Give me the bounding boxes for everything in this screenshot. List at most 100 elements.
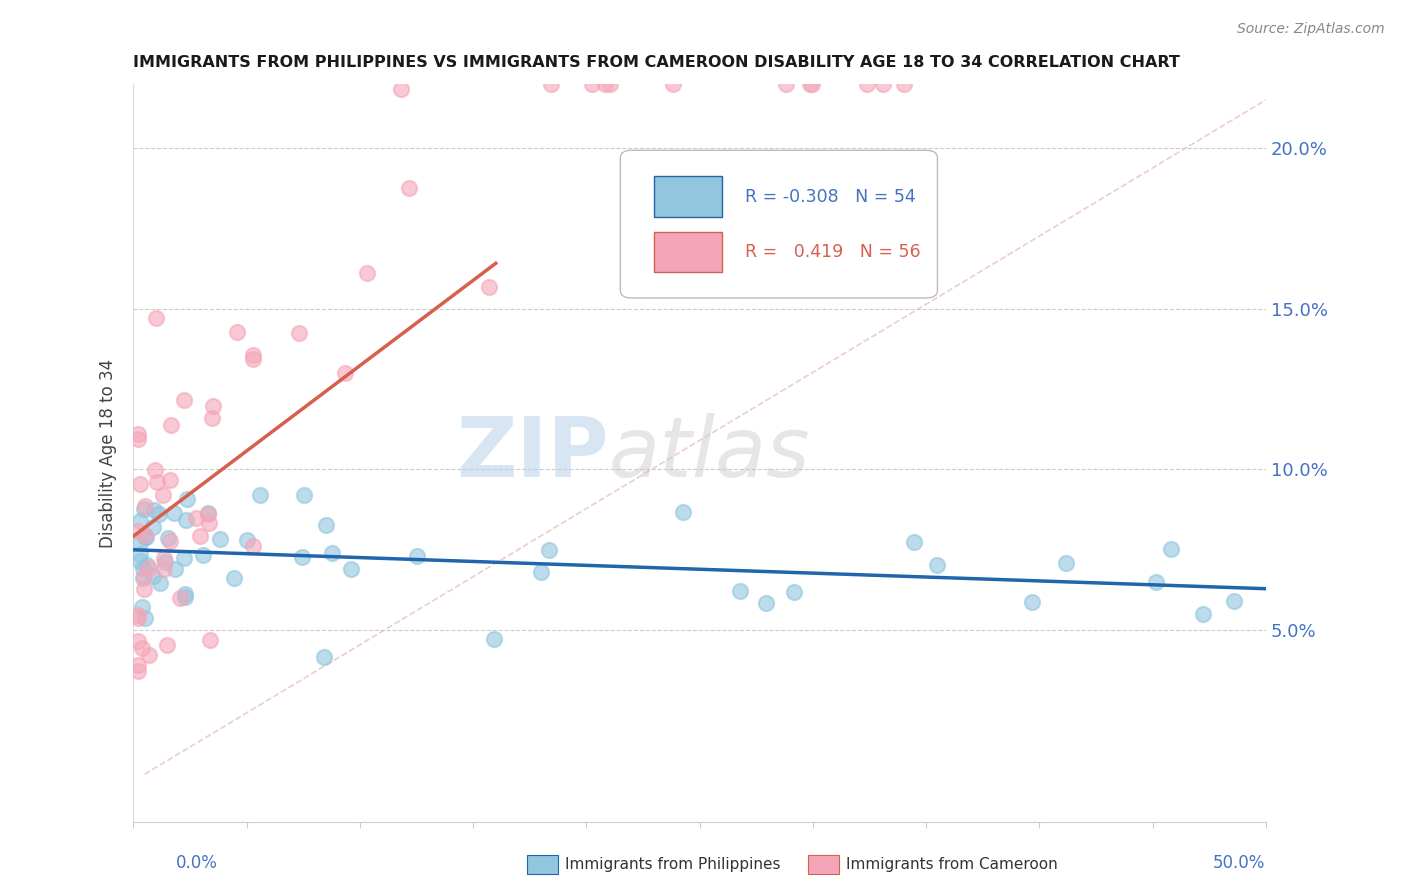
Point bbox=[1160, 541, 1182, 556]
Point bbox=[333, 366, 356, 380]
Point bbox=[530, 566, 553, 580]
Point bbox=[198, 516, 221, 530]
Point bbox=[132, 570, 155, 584]
Point bbox=[201, 411, 224, 425]
Point bbox=[405, 549, 427, 563]
Point bbox=[163, 506, 186, 520]
Point bbox=[197, 507, 219, 521]
Point bbox=[782, 585, 804, 599]
Text: ZIP: ZIP bbox=[457, 413, 609, 493]
Point bbox=[160, 417, 183, 432]
Point bbox=[242, 352, 264, 367]
Point bbox=[728, 583, 751, 598]
Point bbox=[149, 575, 172, 590]
Point bbox=[142, 569, 165, 583]
Point bbox=[209, 532, 232, 546]
Text: IMMIGRANTS FROM PHILIPPINES VS IMMIGRANTS FROM CAMEROON DISABILITY AGE 18 TO 34 : IMMIGRANTS FROM PHILIPPINES VS IMMIGRANT… bbox=[134, 55, 1180, 70]
Point bbox=[134, 530, 156, 544]
Point bbox=[138, 560, 160, 574]
Point bbox=[127, 524, 149, 538]
Point bbox=[389, 82, 412, 96]
Point bbox=[134, 528, 156, 542]
Point bbox=[903, 534, 925, 549]
Point bbox=[138, 648, 160, 662]
Point bbox=[135, 558, 157, 572]
Point bbox=[855, 77, 877, 91]
Point bbox=[540, 77, 562, 91]
Point bbox=[662, 77, 685, 91]
Text: Immigrants from Philippines: Immigrants from Philippines bbox=[565, 857, 780, 871]
Point bbox=[145, 311, 167, 326]
Point bbox=[315, 517, 337, 532]
Point bbox=[188, 529, 211, 543]
Point bbox=[127, 664, 149, 678]
Y-axis label: Disability Age 18 to 34: Disability Age 18 to 34 bbox=[100, 359, 117, 548]
Bar bbox=[654, 176, 723, 217]
Point bbox=[129, 514, 152, 528]
Text: Immigrants from Cameroon: Immigrants from Cameroon bbox=[846, 857, 1059, 871]
Point bbox=[159, 533, 181, 548]
Point bbox=[581, 77, 603, 91]
Point bbox=[135, 530, 157, 544]
Point bbox=[314, 650, 336, 665]
Point bbox=[191, 548, 214, 562]
Point bbox=[146, 475, 169, 489]
Point bbox=[537, 543, 560, 558]
Point bbox=[599, 77, 621, 91]
Text: R = -0.308   N = 54: R = -0.308 N = 54 bbox=[745, 188, 915, 206]
FancyBboxPatch shape bbox=[620, 150, 938, 298]
Point bbox=[174, 587, 197, 601]
Point bbox=[799, 77, 821, 91]
Point bbox=[755, 596, 778, 610]
Point bbox=[131, 599, 153, 614]
Point bbox=[152, 562, 174, 576]
Point bbox=[132, 502, 155, 516]
Point bbox=[127, 633, 149, 648]
Point bbox=[242, 539, 264, 553]
Point bbox=[1144, 574, 1167, 589]
Point bbox=[356, 266, 378, 280]
Point bbox=[1191, 607, 1213, 622]
Point bbox=[131, 640, 153, 655]
Point bbox=[202, 400, 225, 414]
Point bbox=[197, 508, 219, 522]
Point bbox=[184, 511, 207, 525]
Point bbox=[155, 556, 177, 570]
Point bbox=[176, 513, 198, 527]
Point bbox=[291, 549, 314, 564]
Point bbox=[129, 536, 152, 550]
Point bbox=[249, 488, 271, 502]
Point bbox=[340, 562, 363, 576]
Point bbox=[132, 582, 155, 596]
Point bbox=[127, 607, 149, 622]
Point bbox=[165, 562, 187, 576]
Point bbox=[287, 326, 309, 340]
Point bbox=[893, 77, 915, 91]
Point bbox=[236, 533, 259, 547]
Point bbox=[1021, 595, 1043, 609]
Point bbox=[1054, 556, 1077, 570]
Point bbox=[174, 591, 197, 605]
Point bbox=[242, 348, 264, 362]
Point bbox=[148, 508, 170, 522]
Point bbox=[142, 519, 165, 533]
Point bbox=[482, 632, 505, 646]
Point bbox=[478, 280, 501, 294]
Point bbox=[176, 491, 198, 506]
Point bbox=[156, 639, 179, 653]
Point bbox=[398, 180, 420, 194]
Point bbox=[142, 503, 165, 517]
Text: R =   0.419   N = 56: R = 0.419 N = 56 bbox=[745, 244, 921, 261]
Point bbox=[127, 432, 149, 446]
Text: 0.0%: 0.0% bbox=[176, 855, 218, 872]
Point bbox=[156, 531, 179, 545]
Point bbox=[127, 610, 149, 624]
Point bbox=[134, 611, 156, 625]
Point bbox=[129, 554, 152, 568]
Point bbox=[321, 546, 343, 560]
Point bbox=[153, 551, 176, 566]
Point bbox=[143, 463, 166, 477]
Point bbox=[134, 568, 156, 582]
Point bbox=[1223, 594, 1246, 608]
Point bbox=[801, 77, 824, 91]
